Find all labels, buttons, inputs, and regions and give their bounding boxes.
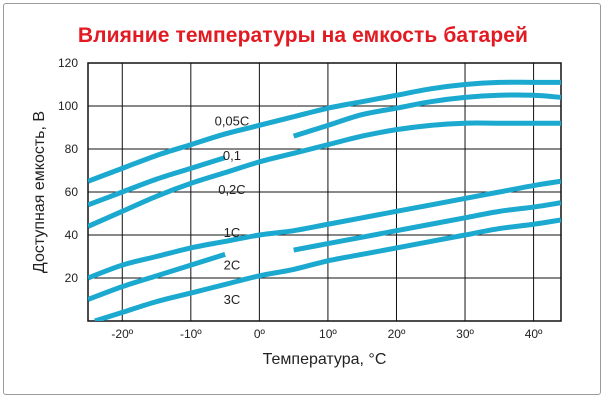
- x-tick-label: -20º: [111, 327, 133, 341]
- x-tick-label: 20º: [388, 327, 406, 341]
- series-0,1: [88, 92, 561, 208]
- series-line: [88, 79, 561, 184]
- series-label: 3C: [224, 292, 241, 307]
- series-3C: [94, 217, 561, 321]
- x-tick-label: 10º: [319, 327, 337, 341]
- series-line: [88, 155, 226, 208]
- x-tick-label: 40º: [525, 327, 543, 341]
- series-line: [88, 178, 561, 281]
- y-tick-label: 60: [65, 185, 79, 199]
- series-0,05C: [88, 79, 561, 184]
- y-tick-label: 40: [65, 228, 79, 242]
- x-tick-label: 0º: [254, 327, 266, 341]
- y-tick-label: 120: [58, 56, 78, 70]
- series-label: 0,05C: [215, 113, 250, 128]
- series-label: 0,1: [223, 148, 241, 163]
- series-label: 2C: [224, 257, 241, 272]
- series-line: [292, 92, 561, 139]
- y-axis-label: Доступная емкость, В: [31, 111, 48, 273]
- chart-title: Влияние температуры на емкость батарей: [77, 24, 529, 47]
- x-axis-label: Температура, °C: [263, 351, 387, 368]
- x-tick-label: 30º: [456, 327, 474, 341]
- series-line: [94, 217, 561, 321]
- series-line: [88, 251, 226, 302]
- series-2C: [88, 200, 561, 302]
- series-label: 0,2C: [218, 182, 245, 197]
- y-tick-label: 100: [58, 99, 78, 113]
- x-tick-label: -10º: [180, 327, 202, 341]
- series-1C: [88, 178, 561, 281]
- y-tick-label: 20: [65, 271, 79, 285]
- y-tick-label: 80: [65, 142, 79, 156]
- series-line: [293, 200, 561, 253]
- plot-border: [87, 62, 562, 322]
- series-0,2C: [88, 120, 561, 229]
- series-line: [88, 120, 561, 229]
- series-label: 1C: [224, 225, 241, 240]
